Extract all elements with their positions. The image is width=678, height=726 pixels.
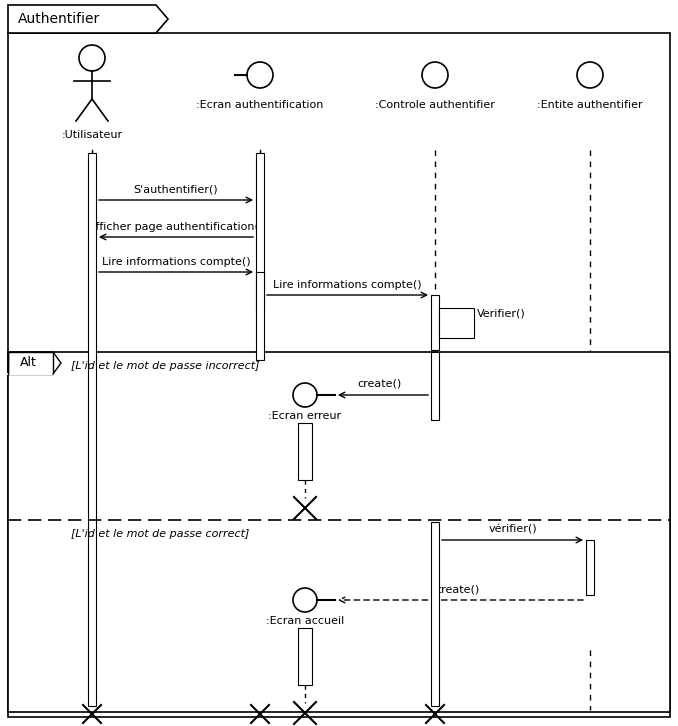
Text: Lire informations compte(): Lire informations compte() [102, 257, 250, 267]
Bar [431, 352, 439, 420]
Bar [431, 522, 439, 706]
Text: Authentifier: Authentifier [18, 12, 100, 26]
Text: [L'id et le mot de passe correct]: [L'id et le mot de passe correct] [71, 529, 250, 539]
Text: :Ecran authentification: :Ecran authentification [197, 100, 323, 110]
Text: Verifier(): Verifier() [477, 308, 525, 318]
Text: S'authentifier(): S'authentifier() [134, 185, 218, 195]
Text: [L'id et le mot de passe incorrect]: [L'id et le mot de passe incorrect] [71, 361, 260, 371]
Text: vérifier(): vérifier() [488, 524, 537, 534]
Bar [431, 295, 439, 350]
Text: Alt: Alt [20, 356, 37, 370]
Text: Afficher page authentification(): Afficher page authentification() [88, 222, 264, 232]
Text: :Ecran accueil: :Ecran accueil [266, 616, 344, 626]
Bar [298, 628, 312, 685]
Text: :Utilisateur: :Utilisateur [62, 130, 123, 140]
Polygon shape [8, 5, 168, 33]
Bar [8, 352, 53, 374]
Text: create(): create() [435, 584, 479, 594]
Text: Lire informations compte(): Lire informations compte() [273, 280, 422, 290]
Bar [88, 153, 96, 706]
Bar [586, 540, 594, 595]
Bar [439, 308, 474, 338]
Bar [8, 352, 670, 712]
Bar [256, 153, 264, 310]
Text: :Controle authentifier: :Controle authentifier [375, 100, 495, 110]
Text: :Entite authentifier: :Entite authentifier [537, 100, 643, 110]
Text: create(): create() [358, 379, 402, 389]
Bar [256, 272, 264, 360]
Bar [298, 423, 312, 480]
Text: :Ecran erreur: :Ecran erreur [268, 411, 342, 421]
